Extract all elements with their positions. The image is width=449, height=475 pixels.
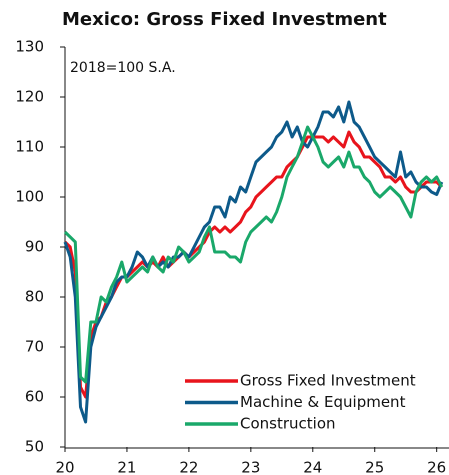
y-tick-label: 130 (15, 38, 44, 56)
series-line (63, 125, 444, 384)
y-tick-label: 90 (25, 238, 44, 256)
y-tick-label: 80 (25, 288, 44, 306)
x-tick-label: 22 (179, 459, 198, 475)
chart-title: Mexico: Gross Fixed Investment (62, 9, 387, 30)
y-tick-label: 110 (15, 138, 44, 156)
x-tick-label: 25 (365, 459, 384, 475)
annotation: 2018=100 S.A. (70, 60, 176, 76)
x-tick-label: 20 (55, 459, 74, 475)
series-line (63, 100, 444, 424)
y-tick-label: 60 (25, 388, 44, 406)
y-tick-label: 70 (25, 338, 44, 356)
legend-label: Gross Fixed Investment (240, 372, 416, 390)
y-tick-label: 100 (15, 188, 44, 206)
y-tick-label: 120 (15, 88, 44, 106)
x-tick-label: 21 (117, 459, 136, 475)
x-tick-label: 23 (241, 459, 260, 475)
y-tick-label: 50 (25, 438, 44, 456)
x-tick-label: 26 (427, 459, 446, 475)
x-tick-label: 24 (303, 459, 322, 475)
legend-label: Construction (240, 415, 336, 433)
legend-label: Machine & Equipment (240, 393, 406, 411)
